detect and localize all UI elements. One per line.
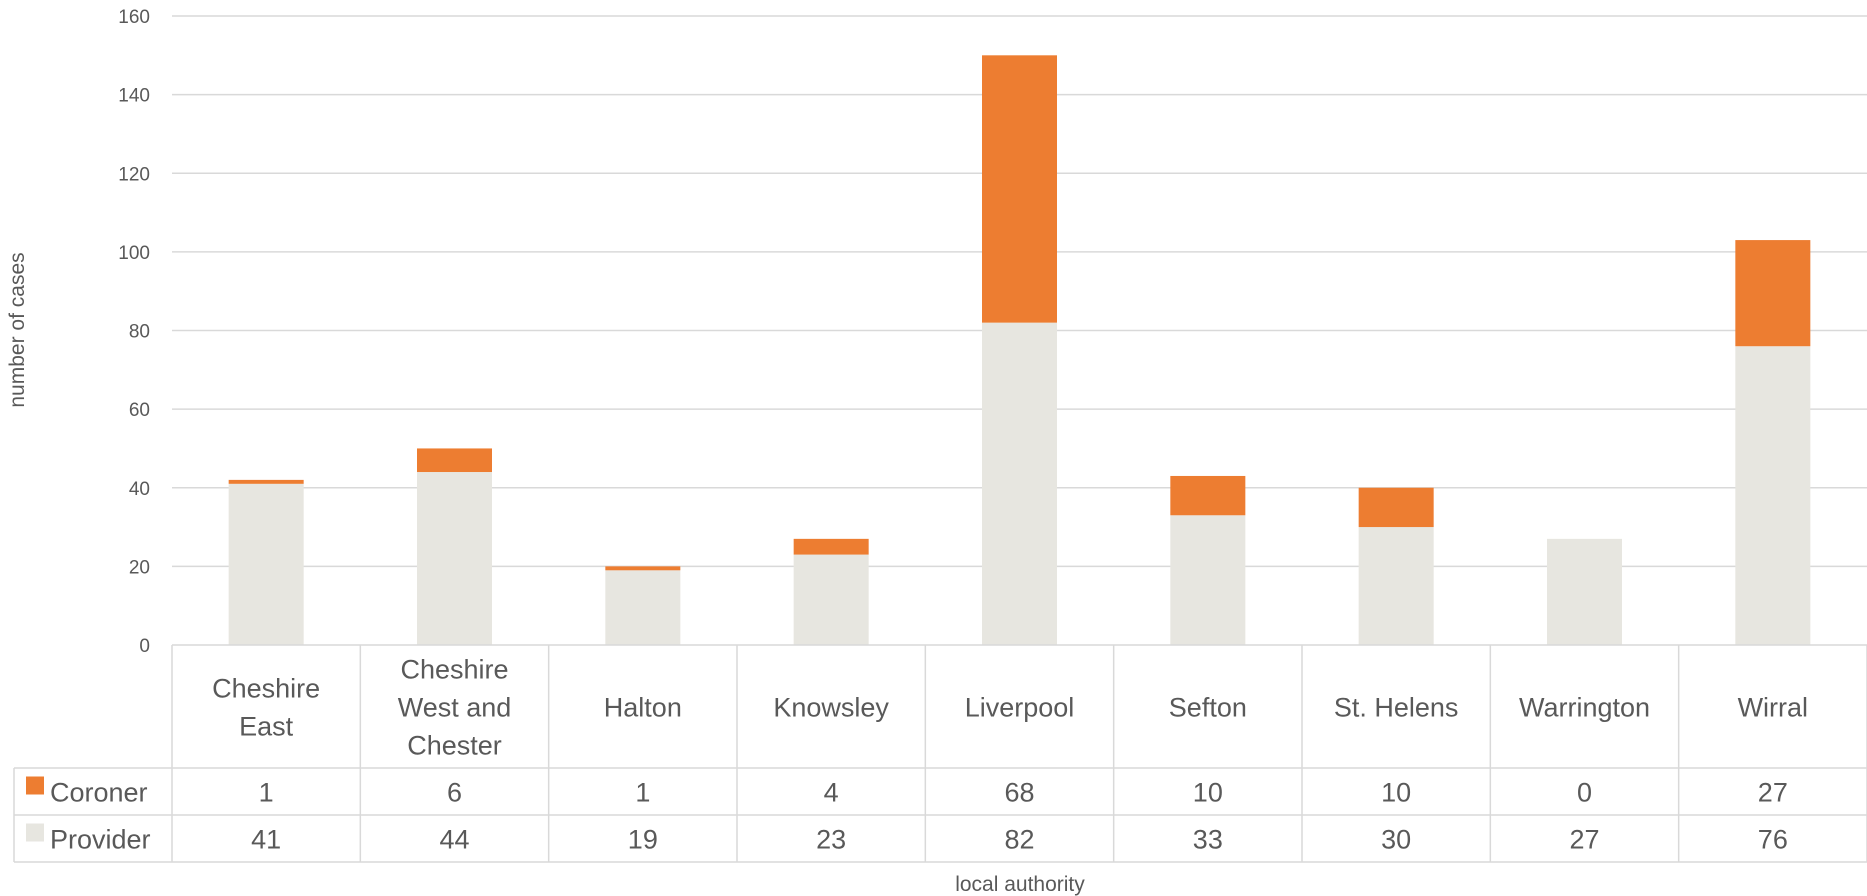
table-cell: 27	[1758, 778, 1788, 808]
bar-provider	[1547, 538, 1622, 645]
table-cell: 76	[1758, 825, 1788, 855]
y-tick-label: 120	[118, 164, 150, 185]
y-tick-label: 40	[129, 479, 150, 500]
bar-provider	[1170, 515, 1246, 645]
table-cell: 1	[259, 778, 274, 808]
bar-provider	[793, 554, 869, 645]
category-label: St. Helens	[1334, 693, 1459, 723]
bar-provider	[228, 483, 304, 645]
bar-provider	[417, 472, 492, 645]
category-label: Halton	[604, 693, 682, 723]
table-cell: 68	[1004, 778, 1034, 808]
table-cell: 33	[1193, 825, 1223, 855]
y-tick-label: 160	[118, 7, 150, 28]
bars	[228, 55, 1811, 645]
bar-provider	[605, 570, 681, 645]
category-label: Sefton	[1169, 693, 1247, 723]
table-cell: 41	[251, 825, 281, 855]
category-label: Knowsley	[773, 693, 889, 723]
table-cell: 30	[1381, 825, 1411, 855]
table-cell: 23	[816, 825, 846, 855]
bar-provider	[1358, 527, 1434, 645]
x-axis-title: local authority	[955, 873, 1085, 896]
bar-coroner	[417, 448, 492, 473]
y-tick-label: 140	[118, 86, 150, 107]
category-label: Cheshire West and Chester	[398, 655, 512, 761]
bar-coroner	[1170, 475, 1246, 516]
table-cell: 10	[1381, 778, 1411, 808]
table-cell: 44	[439, 825, 469, 855]
category-label: Warrington	[1519, 693, 1650, 723]
bar-coroner	[793, 538, 869, 555]
table-cell: 6	[447, 778, 462, 808]
category-label: Wirral	[1738, 693, 1808, 723]
bar-coroner	[982, 55, 1057, 323]
bar-coroner	[228, 479, 304, 484]
bar-provider	[982, 322, 1057, 645]
bar-coroner	[1735, 240, 1811, 347]
y-tick-label: 80	[129, 322, 150, 343]
table-cell: 4	[824, 778, 839, 808]
table-cell: 10	[1193, 778, 1223, 808]
row-label: Coroner	[50, 778, 148, 808]
table-cell: 1	[635, 778, 650, 808]
table-cell: 82	[1004, 825, 1034, 855]
y-axis-title: number of cases	[6, 252, 29, 407]
bar-coroner	[1358, 487, 1434, 528]
table-cell: 27	[1569, 825, 1599, 855]
category-label: Liverpool	[965, 693, 1075, 723]
y-tick-label: 60	[129, 400, 150, 421]
y-axis-tick-labels: 0 20 40 60 80 100 120 140 160	[118, 7, 150, 657]
legend-key-provider	[26, 823, 44, 842]
y-tick-label: 100	[118, 243, 150, 264]
y-tick-label: 0	[139, 636, 150, 657]
table-cell: 19	[628, 825, 658, 855]
bar-provider	[1735, 346, 1811, 645]
category-label: Cheshire East	[212, 674, 320, 742]
data-table: Cheshire East Cheshire West and Chester Halto…	[13, 644, 1867, 863]
row-label: Provider	[50, 825, 151, 855]
bar-coroner	[605, 566, 681, 571]
table-cell: 0	[1577, 778, 1592, 808]
y-tick-label: 20	[129, 557, 150, 578]
legend-key-coroner	[26, 776, 44, 795]
